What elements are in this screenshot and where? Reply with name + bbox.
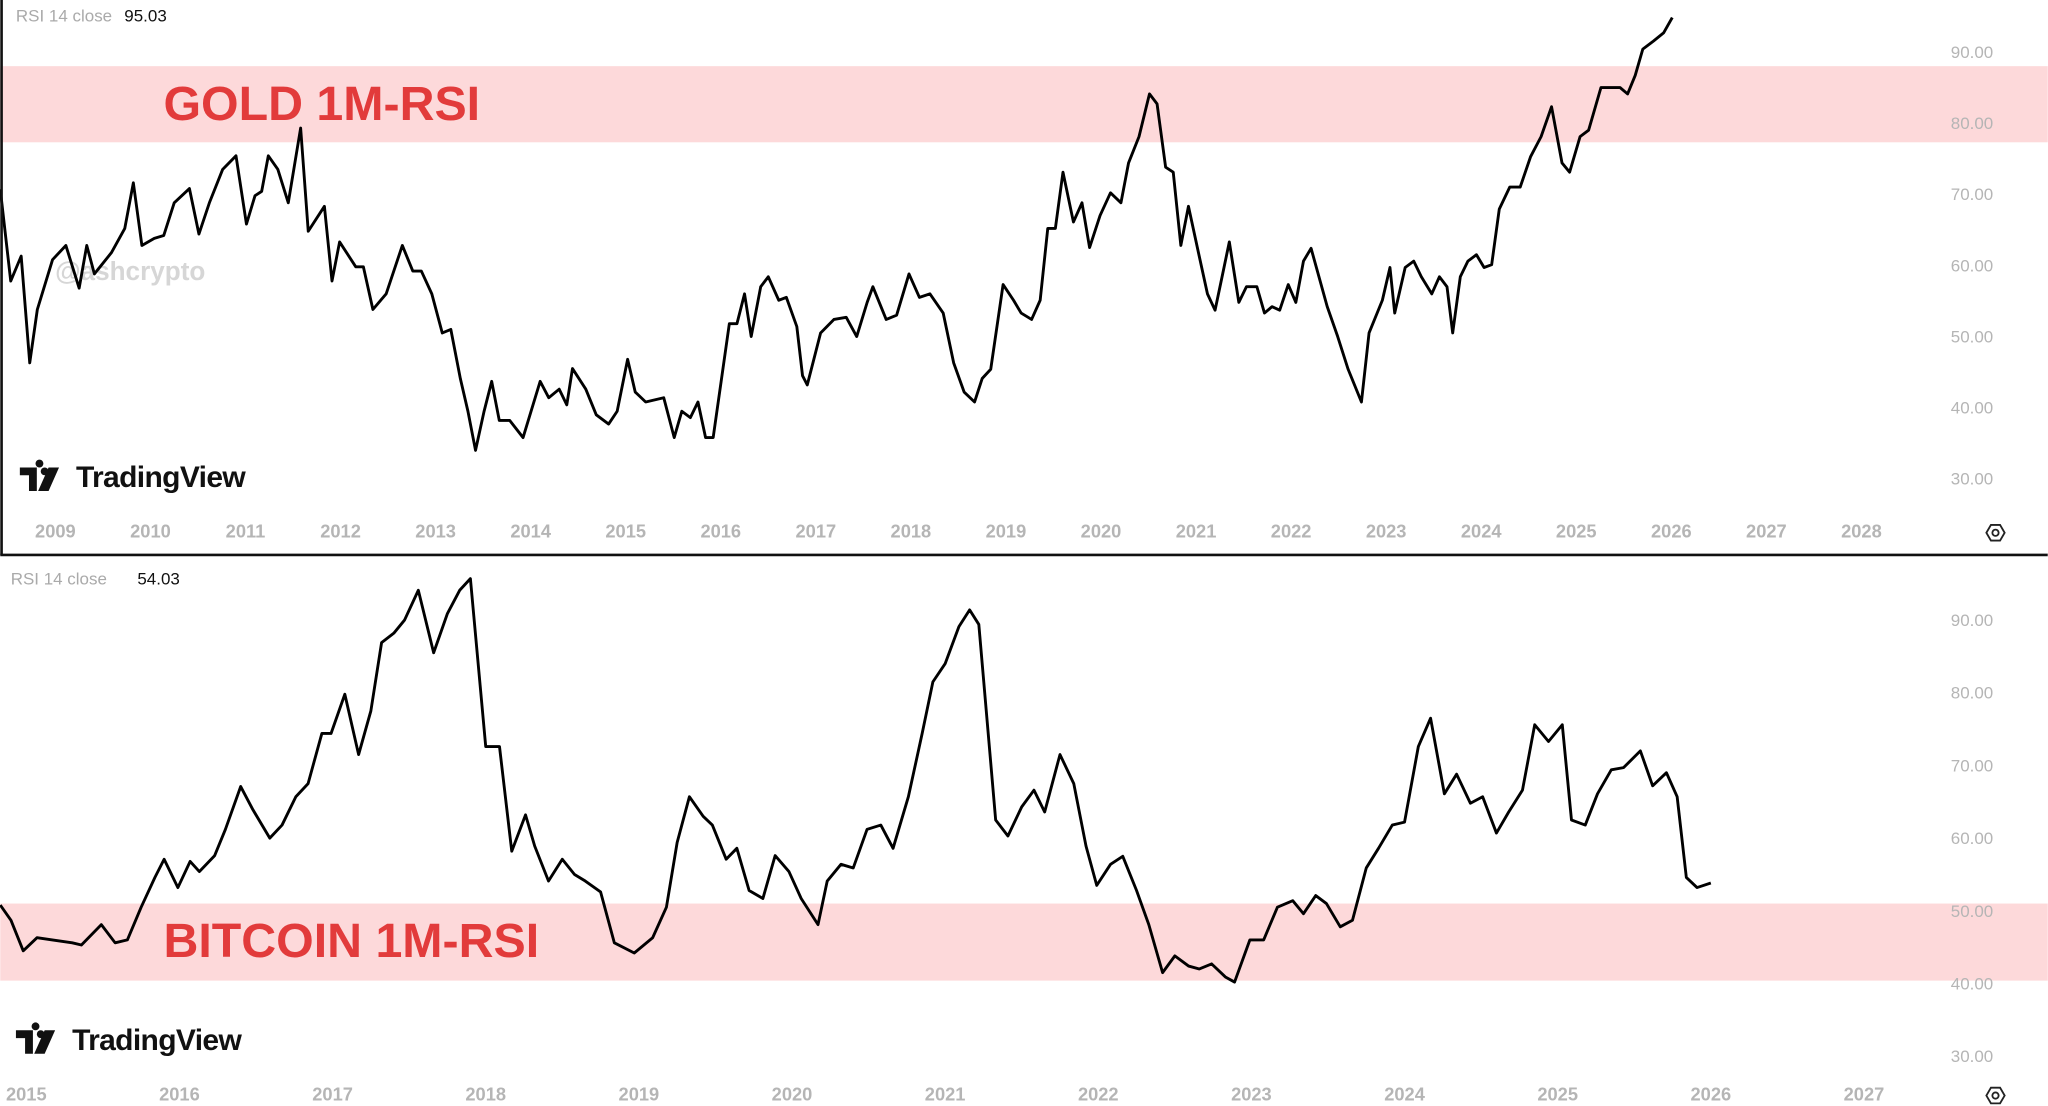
y-tick-label: 60.00 [1951,256,1993,275]
x-tick-label: 2021 [1176,521,1217,542]
x-tick-label: 2024 [1384,1083,1425,1104]
x-tick-label: 2026 [1651,521,1692,542]
x-tick-label: 2010 [130,521,171,542]
x-tick-label: 2023 [1231,1083,1272,1104]
highlight-band [0,66,2048,143]
x-tick-label: 2018 [891,521,932,542]
x-tick-label: 2027 [1844,1083,1885,1104]
x-tick-label: 2015 [6,1083,47,1104]
y-tick-label: 60.00 [1951,829,1993,848]
brand-icon [19,459,60,491]
settings-icon-outline [1985,524,2006,542]
annotation: BITCOIN 1M-RSI [163,914,539,968]
brand-icon [15,1022,56,1054]
y-tick-label: 40.00 [1951,974,1993,993]
x-tick-label: 2009 [35,521,76,542]
x-tick-label: 2016 [159,1083,200,1104]
x-tick-label: 2011 [226,521,266,542]
highlight-band [0,903,2048,981]
y-tick-label: 50.00 [1951,902,1993,921]
x-tick-label: 2025 [1556,521,1597,542]
x-tick-label: 2020 [772,1083,813,1104]
x-tick-label: 2012 [320,521,361,542]
x-tick-label: 2016 [700,521,741,542]
indicator-value: 95.03 [124,6,166,25]
y-tick-label: 70.00 [1951,756,1993,775]
brand-dot [40,467,49,476]
y-tick-label: 90.00 [1951,611,1993,630]
indicator-value: 54.03 [137,569,179,588]
x-tick-label: 2019 [619,1083,660,1104]
x-tick-label: 2020 [1081,521,1122,542]
indicator-name: RSI 14 close [11,569,107,588]
indicator-name: RSI 14 close [16,6,112,25]
x-tick-label: 2021 [925,1083,966,1104]
y-tick-label: 30.00 [1951,470,1993,489]
y-tick-label: 50.00 [1951,327,1993,346]
x-tick-label: 2013 [415,521,456,542]
brand-dot [36,1030,45,1039]
x-tick-label: 2019 [986,521,1027,542]
brand-name: TradingView [72,1024,242,1057]
x-tick-label: 2014 [510,521,551,542]
brand-name: TradingView [76,461,246,494]
y-tick-label: 30.00 [1951,1047,1993,1066]
settings-icon[interactable] [1985,524,2006,542]
settings-icon-center [1991,528,2000,537]
y-tick-label: 70.00 [1951,185,1993,204]
x-tick-label: 2015 [605,521,646,542]
x-tick-label: 2022 [1078,1083,1119,1104]
x-tick-label: 2027 [1746,521,1787,542]
rsi-line [0,577,1712,984]
settings-icon[interactable] [1985,1086,2006,1105]
rsi-line [0,16,1674,452]
x-tick-label: 2018 [465,1083,506,1104]
brand-logo [19,459,60,491]
annotation: GOLD 1M-RSI [163,77,480,131]
x-tick-label: 2028 [1841,521,1882,542]
x-tick-label: 2025 [1537,1083,1578,1104]
x-tick-label: 2022 [1271,521,1312,542]
x-tick-label: 2026 [1691,1083,1732,1104]
y-tick-label: 40.00 [1951,399,1993,418]
y-tick-label: 90.00 [1951,43,1993,62]
x-tick-label: 2017 [312,1083,353,1104]
brand-logo [15,1022,56,1054]
y-tick-label: 80.00 [1951,114,1993,133]
x-tick-label: 2017 [796,521,837,542]
x-tick-label: 2023 [1366,521,1407,542]
settings-icon-outline [1985,1086,2006,1105]
x-tick-label: 2024 [1461,521,1502,542]
settings-icon-center [1991,1091,2000,1100]
y-tick-label: 80.00 [1951,684,1993,703]
